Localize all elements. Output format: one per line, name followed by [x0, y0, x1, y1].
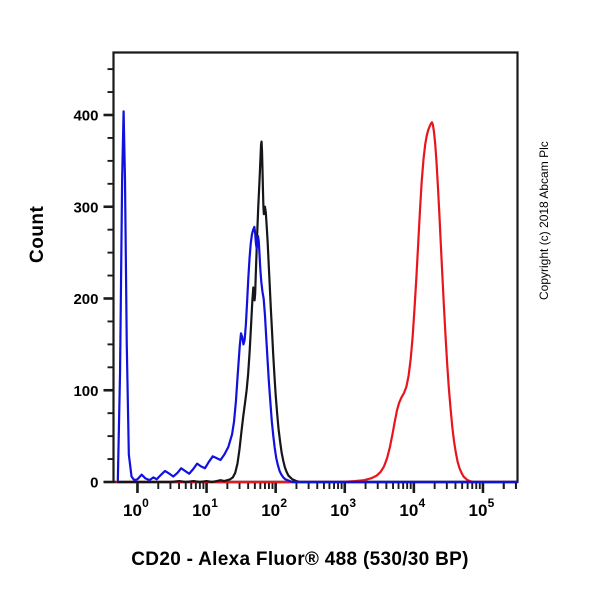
- svg-text:1: 1: [211, 496, 218, 510]
- svg-text:0: 0: [142, 496, 149, 510]
- x-axis-title: CD20 - Alexa Fluor® 488 (530/30 BP): [131, 549, 469, 570]
- curve-unstained-control: [115, 121, 519, 484]
- plot-frame: [112, 51, 519, 484]
- svg-text:10: 10: [261, 501, 280, 520]
- x-tick-label: 10 0: [123, 496, 149, 520]
- svg-text:10: 10: [399, 501, 418, 520]
- x-tick-label: 10 4: [399, 496, 425, 520]
- y-tick-label: 100: [73, 383, 98, 400]
- x-axis-ticks: [136, 482, 517, 493]
- y-tick-label: 300: [73, 199, 98, 216]
- y-axis-ticks: [103, 68, 114, 484]
- histogram-curves: [115, 110, 519, 484]
- copyright-notice: Copyright (c) 2018 Abcam Plc: [537, 141, 551, 300]
- svg-text:4: 4: [419, 496, 426, 510]
- x-tick-label: 10 1: [192, 496, 218, 520]
- svg-text:10: 10: [468, 501, 487, 520]
- svg-text:5: 5: [488, 496, 495, 510]
- y-tick-label: 200: [73, 291, 98, 308]
- svg-text:3: 3: [349, 496, 356, 510]
- svg-text:10: 10: [192, 501, 211, 520]
- svg-text:10: 10: [330, 501, 349, 520]
- y-axis-title: Count: [27, 205, 48, 263]
- svg-text:2: 2: [280, 496, 287, 510]
- svg-text:10: 10: [123, 501, 142, 520]
- x-tick-label: 10 5: [468, 496, 494, 520]
- curve-cd20-stained: [116, 140, 519, 484]
- x-tick-label: 10 2: [261, 496, 287, 520]
- x-axis-tick-labels: 10 0 10 1 10 2 10 3 10 4 10 5: [123, 496, 495, 520]
- curve-isotype-control: [116, 110, 519, 484]
- x-tick-label: 10 3: [330, 496, 356, 520]
- y-tick-label: 400: [73, 108, 98, 125]
- y-tick-label: 0: [90, 475, 98, 492]
- y-axis-tick-labels: 0 100 200 300 400: [73, 108, 98, 492]
